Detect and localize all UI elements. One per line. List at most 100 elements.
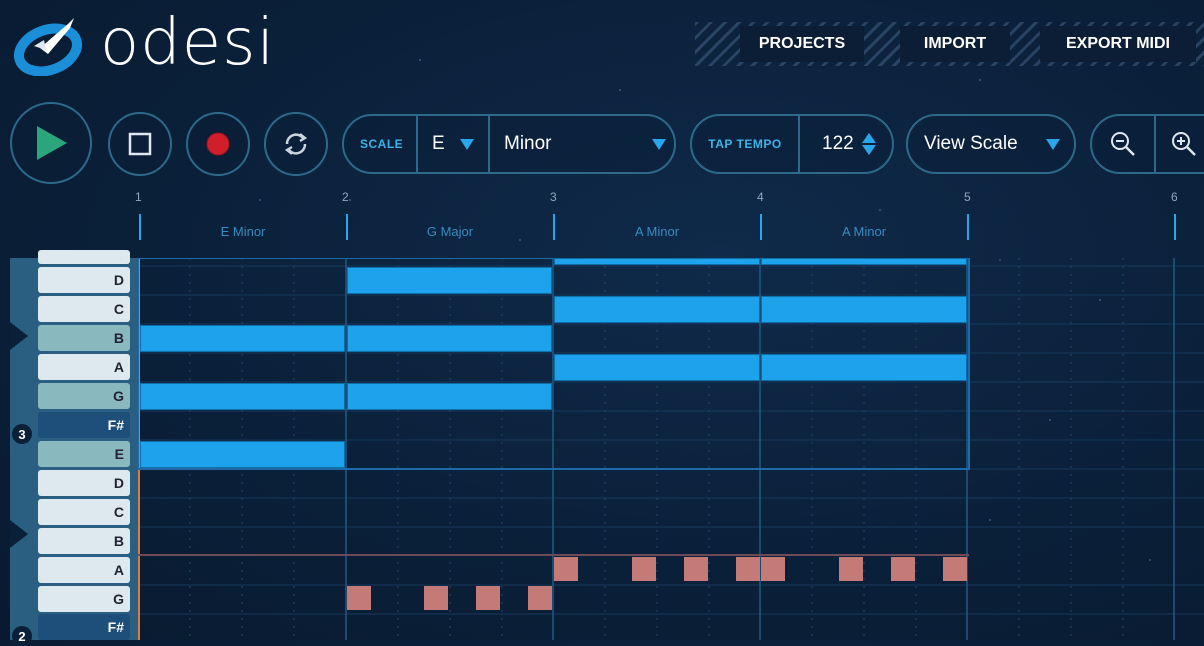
root-note-chevron-down-icon — [460, 138, 474, 150]
rocket-logo-icon — [13, 18, 83, 76]
bass-note[interactable] — [554, 557, 578, 581]
bar-marker — [1174, 214, 1176, 240]
piano-key[interactable]: G — [38, 586, 130, 612]
piano-key[interactable]: C — [38, 296, 130, 322]
midi-note[interactable] — [140, 441, 345, 468]
bass-note[interactable] — [632, 557, 656, 581]
midi-note[interactable] — [347, 383, 552, 410]
octave-badge: 3 — [12, 424, 32, 444]
piano-key[interactable]: B — [38, 528, 130, 554]
note-grid[interactable] — [138, 258, 1204, 640]
midi-note[interactable] — [761, 354, 967, 381]
zoom-in-button[interactable] — [1156, 116, 1204, 172]
tempo-divider — [798, 114, 800, 174]
bar-number: 3 — [550, 190, 557, 204]
tempo-up-icon[interactable] — [862, 133, 876, 143]
tempo-stepper[interactable] — [862, 133, 876, 155]
scale-divider — [416, 114, 418, 174]
piano-key[interactable]: G — [38, 383, 130, 409]
bar-number: 4 — [757, 190, 764, 204]
midi-note[interactable] — [761, 258, 967, 265]
loop-icon — [284, 133, 308, 155]
root-note-dropdown[interactable]: E — [418, 116, 488, 172]
piano-key[interactable]: A — [38, 354, 130, 380]
midi-note[interactable] — [140, 325, 345, 352]
projects-menu-button[interactable]: PROJECTS — [740, 26, 864, 62]
loop-button[interactable] — [264, 112, 328, 176]
zoom-in-icon — [1172, 132, 1196, 156]
bar-number: 5 — [964, 190, 971, 204]
octave-marker-icon — [10, 322, 28, 350]
scale-mode-value: Minor — [504, 133, 552, 154]
stop-icon — [128, 132, 152, 156]
piano-key[interactable]: D — [38, 470, 130, 496]
mode-divider — [488, 114, 490, 174]
midi-note[interactable] — [761, 296, 967, 323]
scale-selector: SCALE E Minor — [342, 114, 676, 174]
midi-note[interactable] — [347, 267, 552, 294]
chord-label[interactable]: A Minor — [841, 224, 887, 239]
stop-button[interactable] — [108, 112, 172, 176]
view-scale-value: View Scale — [924, 133, 1018, 154]
octave-badge: 2 — [12, 626, 32, 646]
bass-note[interactable] — [736, 557, 760, 581]
piano-key-partial[interactable] — [38, 250, 130, 264]
tempo-value[interactable]: 122 — [822, 133, 854, 154]
chord-label[interactable]: E Minor — [220, 224, 266, 239]
bar-marker — [346, 214, 348, 240]
scale-mode-dropdown[interactable]: Minor — [490, 116, 670, 172]
scale-label: SCALE — [360, 137, 404, 151]
midi-note[interactable] — [140, 383, 345, 410]
logo-text: odesi — [100, 6, 276, 80]
bar-number: 6 — [1171, 190, 1178, 204]
tap-tempo-button[interactable]: TAP TEMPO — [692, 116, 798, 172]
zoom-controls — [1090, 114, 1204, 174]
zoom-out-icon — [1111, 132, 1135, 156]
view-scale-dropdown[interactable]: View Scale — [906, 114, 1076, 174]
piano-key[interactable]: B — [38, 325, 130, 351]
midi-note[interactable] — [347, 325, 552, 352]
bar-number: 2 — [342, 190, 349, 204]
midi-note[interactable] — [554, 296, 760, 323]
piano-key[interactable]: F# — [38, 412, 130, 438]
piano-key[interactable]: A — [38, 557, 130, 583]
tempo-down-icon[interactable] — [862, 145, 876, 155]
midi-note[interactable] — [554, 354, 760, 381]
view-scale-chevron-down-icon — [1046, 138, 1060, 150]
bass-note[interactable] — [943, 557, 967, 581]
bar-marker — [139, 214, 141, 240]
zoom-divider — [1154, 114, 1156, 174]
chord-label[interactable]: G Major — [426, 224, 474, 239]
bass-note[interactable] — [839, 557, 863, 581]
record-button[interactable] — [186, 112, 250, 176]
bar-marker — [967, 214, 969, 240]
bar-number: 1 — [135, 190, 142, 204]
bass-note[interactable] — [347, 586, 371, 610]
piano-key[interactable]: E — [38, 441, 130, 467]
tempo-control: TAP TEMPO 122 — [690, 114, 894, 174]
root-note-value: E — [432, 133, 445, 154]
bass-note[interactable] — [476, 586, 500, 610]
bass-note[interactable] — [684, 557, 708, 581]
import-menu-button[interactable]: IMPORT — [900, 26, 1010, 62]
bar-marker — [760, 214, 762, 240]
tap-tempo-label: TAP TEMPO — [708, 137, 782, 151]
midi-note[interactable] — [554, 258, 760, 265]
octave-marker-icon — [10, 520, 28, 548]
bass-note[interactable] — [761, 557, 785, 581]
play-button[interactable] — [10, 102, 92, 184]
piano-key[interactable]: C — [38, 499, 130, 525]
bar-marker — [553, 214, 555, 240]
scale-mode-chevron-down-icon — [652, 138, 666, 150]
zoom-out-button[interactable] — [1092, 116, 1154, 172]
chord-label[interactable]: A Minor — [634, 224, 680, 239]
bass-note[interactable] — [528, 586, 552, 610]
bass-note[interactable] — [891, 557, 915, 581]
bass-note[interactable] — [424, 586, 448, 610]
record-icon — [206, 132, 230, 156]
piano-key[interactable]: F# — [38, 614, 130, 640]
export-midi-menu-button[interactable]: EXPORT MIDI — [1040, 26, 1196, 62]
piano-key[interactable]: D — [38, 267, 130, 293]
app-logo: odesi — [10, 8, 275, 78]
play-icon — [37, 126, 67, 160]
